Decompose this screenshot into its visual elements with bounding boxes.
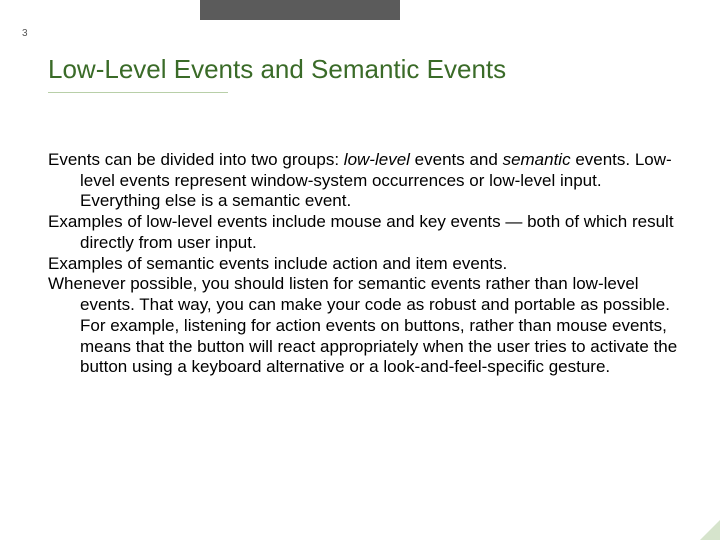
p1-text-b: events and [410,150,503,169]
paragraph-3: Examples of semantic events include acti… [48,254,680,275]
p1-text-a: Events can be divided into two groups: [48,150,344,169]
corner-accent [700,520,720,540]
paragraph-4: Whenever possible, you should listen for… [48,274,680,378]
slide: 3 Low-Level Events and Semantic Events E… [0,0,720,540]
paragraph-2: Examples of low-level events include mou… [48,212,680,253]
p1-italic-2: semantic [503,150,571,169]
slide-title: Low-Level Events and Semantic Events [48,54,506,85]
title-underline [48,92,228,93]
page-number: 3 [22,28,28,39]
p1-italic-1: low-level [344,150,410,169]
paragraph-1: Events can be divided into two groups: l… [48,150,680,212]
body-text: Events can be divided into two groups: l… [48,150,680,378]
top-accent-bar [200,0,400,20]
